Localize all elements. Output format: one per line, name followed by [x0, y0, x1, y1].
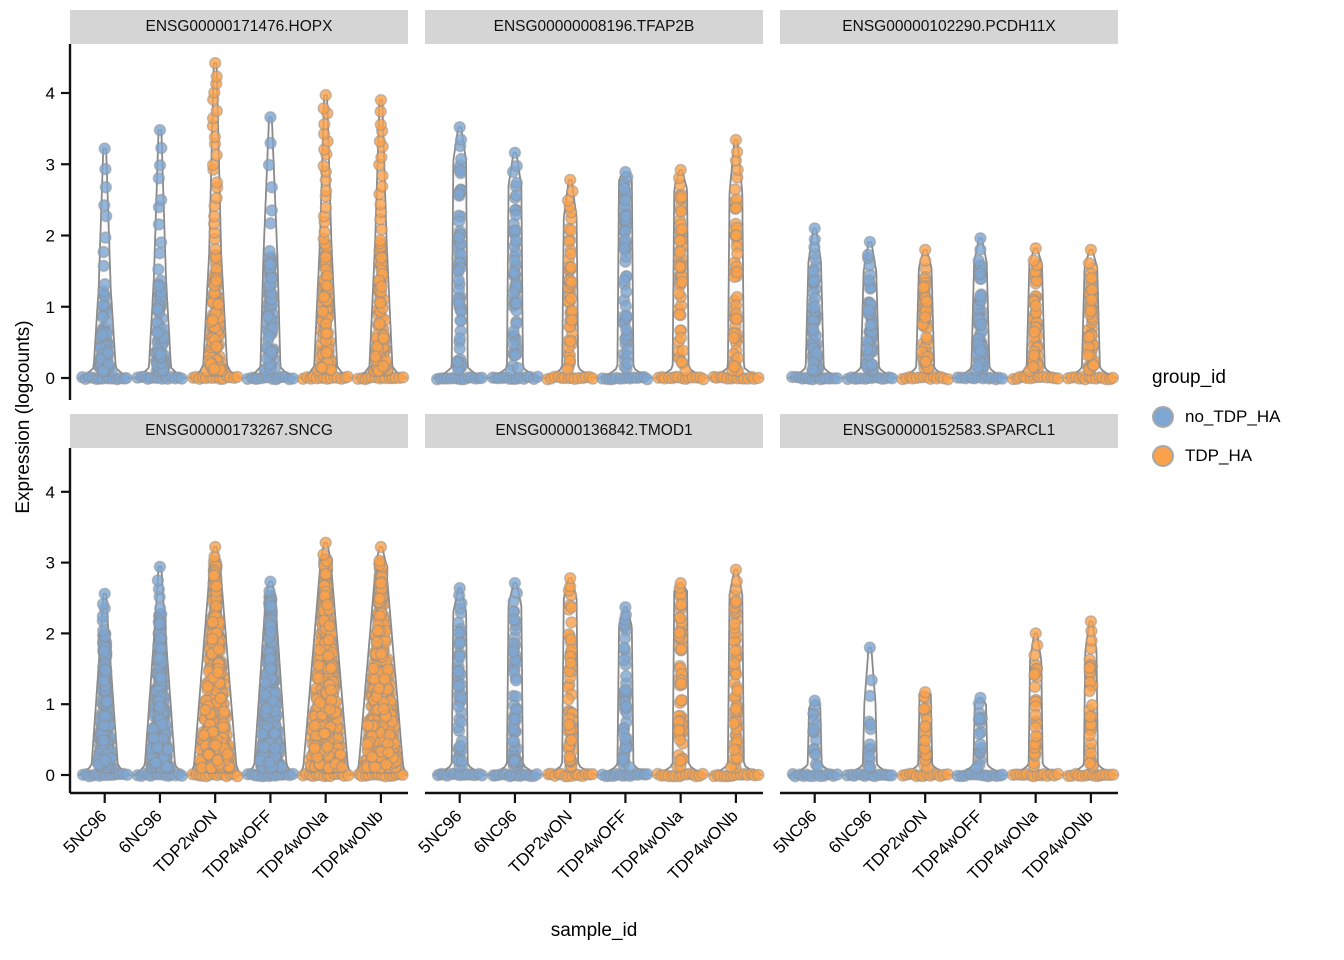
facet-title: ENSG00000102290.PCDH11X [842, 18, 1056, 35]
y-tick-label: 1 [46, 695, 55, 714]
y-tick-label: 3 [46, 554, 55, 573]
x-tick-label: 6NC96 [825, 806, 876, 857]
y-tick-label: 2 [46, 624, 55, 643]
x-axis-title: sample_id [550, 920, 638, 941]
facet-title: ENSG00000136842.TMOD1 [495, 422, 693, 439]
legend-item-label: TDP_HA [1185, 446, 1253, 465]
facet-strip-sparcl1: ENSG00000152583.SPARCL1 [780, 414, 1118, 448]
facet-points-1 [430, 120, 765, 386]
facet-strip-tmod1: ENSG00000136842.TMOD1 [425, 414, 763, 448]
y-tick-label: 0 [46, 766, 55, 785]
x-tick-label: 6NC96 [115, 806, 166, 857]
facet-points-5 [786, 615, 1120, 783]
facet-points-0 [76, 56, 410, 386]
facet-strip-sncg: ENSG00000173267.SNCG [70, 414, 408, 448]
legend-item-no-tdp-ha: no_TDP_HA [1152, 404, 1340, 430]
legend-title: group_id [1152, 367, 1226, 388]
legend: group_id no_TDP_HA TDP_HA [1152, 366, 1340, 469]
facet-title: ENSG00000173267.SNCG [145, 422, 333, 439]
facet-title: ENSG00000152583.SPARCL1 [842, 422, 1056, 439]
facet-violins-5 [787, 620, 1118, 776]
x-tick-label: 6NC96 [470, 806, 521, 857]
facet-violins-2 [787, 227, 1118, 379]
facet-title: ENSG00000008196.TFAP2B [493, 18, 695, 35]
y-tick-label: 4 [46, 84, 55, 103]
legend-swatch-orange-icon [1152, 445, 1174, 467]
legend-item-tdp-ha: TDP_HA [1152, 443, 1340, 469]
facet-title: ENSG00000171476.HOPX [145, 18, 333, 35]
facet-violins-3 [77, 541, 408, 776]
facet-strip-hopx: ENSG00000171476.HOPX [70, 10, 408, 44]
x-tick-label: 5NC96 [415, 806, 466, 857]
y-tick-label: 0 [46, 369, 55, 388]
y-tick-label: 4 [46, 483, 55, 502]
facet-violins-1 [432, 126, 763, 379]
y-tick-label: 1 [46, 298, 55, 317]
facet-violins-4 [432, 568, 763, 776]
y-tick-label: 2 [46, 227, 55, 246]
facet-points-2 [786, 222, 1120, 386]
y-tick-label: 3 [46, 155, 55, 174]
legend-item-label: no_TDP_HA [1185, 407, 1281, 426]
facet-strip-pcdh11x: ENSG00000102290.PCDH11X [780, 10, 1118, 44]
facet-points-4 [431, 563, 765, 783]
facet-points-3 [76, 536, 409, 783]
x-tick-label: 5NC96 [60, 806, 111, 857]
facet-strip-tfap2b: ENSG00000008196.TFAP2B [425, 10, 763, 44]
legend-swatch-blue-icon [1152, 406, 1174, 428]
facet-violins-0 [77, 62, 408, 379]
y-axis-title: Expression (logcounts) [13, 320, 34, 514]
x-tick-label: 5NC96 [770, 806, 821, 857]
